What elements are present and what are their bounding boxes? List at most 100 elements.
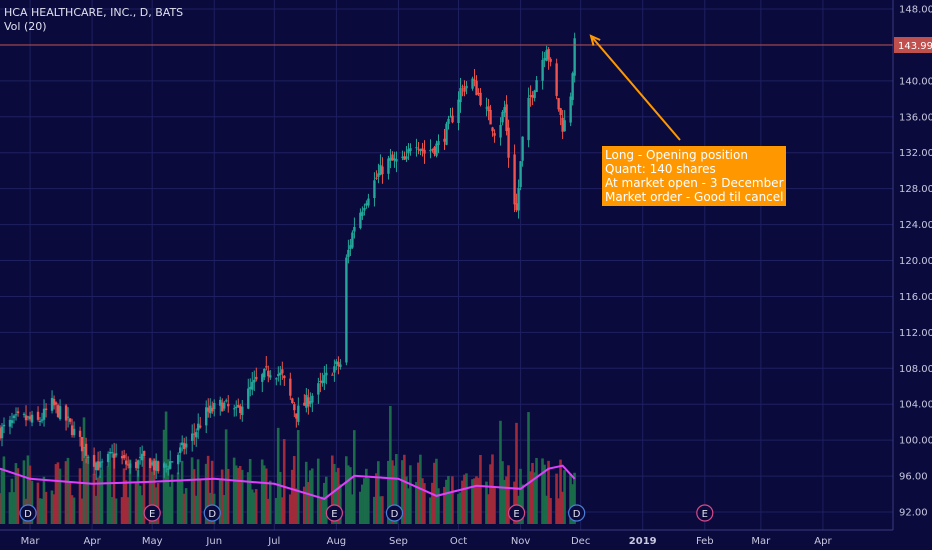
volume-bar <box>220 469 224 524</box>
time-tick-label: Mar <box>21 536 41 547</box>
trade-annotation[interactable]: Long - Opening position Quant: 140 share… <box>602 146 786 206</box>
volume-bar <box>176 472 180 524</box>
volume-bar <box>56 462 60 524</box>
candle-body <box>503 107 506 113</box>
candle-body <box>305 394 308 408</box>
candle-body <box>557 98 560 110</box>
volume-bar <box>246 472 250 524</box>
volume-bar <box>108 460 112 524</box>
candle-body <box>78 430 82 437</box>
candle-body <box>96 461 100 471</box>
volume-bar <box>82 417 86 524</box>
volume-bar <box>573 472 576 524</box>
time-tick-label: Jun <box>205 536 222 547</box>
candle-body <box>44 408 48 411</box>
time-tick-label: May <box>142 536 163 547</box>
price-tick-label: 120.00 <box>899 256 932 267</box>
candle-body <box>0 426 4 439</box>
volume-bar <box>266 498 270 524</box>
dividend-marker[interactable]: D <box>568 504 586 522</box>
candle-body <box>415 147 418 149</box>
candle-body <box>443 138 446 142</box>
volume-bar <box>348 467 352 524</box>
candle-body <box>491 127 494 132</box>
candle-body <box>24 415 28 421</box>
candle-body <box>275 378 278 380</box>
dividend-marker[interactable]: D <box>385 504 404 522</box>
earnings-marker[interactable]: E <box>696 504 714 522</box>
candle-body <box>291 398 294 404</box>
volume-bar <box>274 497 278 524</box>
candle-body <box>571 73 574 100</box>
volume-bar <box>294 488 298 524</box>
volume-bar <box>332 463 336 524</box>
volume-bar <box>126 497 130 524</box>
volume-bar <box>150 471 154 524</box>
volume-bar <box>389 405 392 524</box>
earnings-marker[interactable]: E <box>143 504 161 522</box>
volume-bar <box>92 473 96 524</box>
volume-bar <box>136 470 140 524</box>
candle-body <box>207 407 210 412</box>
volume-bar <box>473 478 476 524</box>
candle-body <box>162 463 166 468</box>
annotation-line-2: Quant: 140 shares <box>605 162 716 176</box>
candle-body <box>185 443 188 448</box>
volume-bar <box>475 476 478 524</box>
candle-body <box>311 395 314 403</box>
candle-body <box>84 443 88 456</box>
time-axis[interactable]: Mar Apr May Jun Jul Aug Sep Oct Nov Dec 2019 Feb Mar… <box>0 529 932 550</box>
volume-bar <box>543 464 546 524</box>
candle-body <box>52 398 56 406</box>
price-tick-label: 132.00 <box>899 148 932 159</box>
volume-bar <box>515 422 518 524</box>
candle-body <box>433 147 436 154</box>
candle-body <box>549 58 552 62</box>
candle-body <box>98 461 102 468</box>
volume-bar <box>465 473 468 524</box>
candle-body <box>16 411 20 414</box>
volume-bar <box>571 484 574 524</box>
candle-body <box>569 96 572 123</box>
volume-bar <box>563 470 566 524</box>
volume-bar <box>84 458 88 524</box>
volume-bar <box>170 474 174 524</box>
candle-body <box>335 361 338 365</box>
price-tick-label: 148.00 <box>899 4 932 15</box>
candle-body <box>323 375 326 383</box>
candle-body <box>407 149 410 154</box>
candle-body <box>559 108 562 116</box>
volume-bar <box>318 498 322 524</box>
dividend-marker[interactable]: D <box>203 504 221 522</box>
volume-bar <box>264 468 268 524</box>
dividend-marker[interactable]: D <box>19 504 37 522</box>
volume-bar <box>330 455 334 524</box>
candle-body <box>251 381 254 390</box>
volume-bar <box>52 494 56 524</box>
volume-bar <box>194 495 198 524</box>
event-label: E <box>513 509 519 520</box>
earnings-marker[interactable]: E <box>325 504 343 522</box>
candle-body <box>237 405 240 407</box>
candle-body <box>473 79 476 81</box>
candle-body <box>515 203 518 211</box>
candle-body <box>26 416 30 418</box>
candle-body <box>219 399 222 406</box>
volume-bar <box>359 491 362 524</box>
time-tick-label: Apr <box>814 536 832 547</box>
candle-body <box>477 92 480 94</box>
volume-bar <box>373 496 376 524</box>
candle-body <box>353 226 356 232</box>
candle-body <box>168 461 172 469</box>
earnings-marker[interactable]: E <box>507 504 526 522</box>
price-axis[interactable]: 92.00 96.00 100.00 104.00 108.00 112.00 116.00… <box>892 0 932 550</box>
candle-body <box>70 425 74 436</box>
event-label: D <box>573 509 581 520</box>
candle-body <box>94 462 98 471</box>
candle-body <box>150 462 154 465</box>
volume-bar <box>96 477 100 524</box>
volume-bar <box>505 476 508 524</box>
candle-body <box>435 143 438 156</box>
